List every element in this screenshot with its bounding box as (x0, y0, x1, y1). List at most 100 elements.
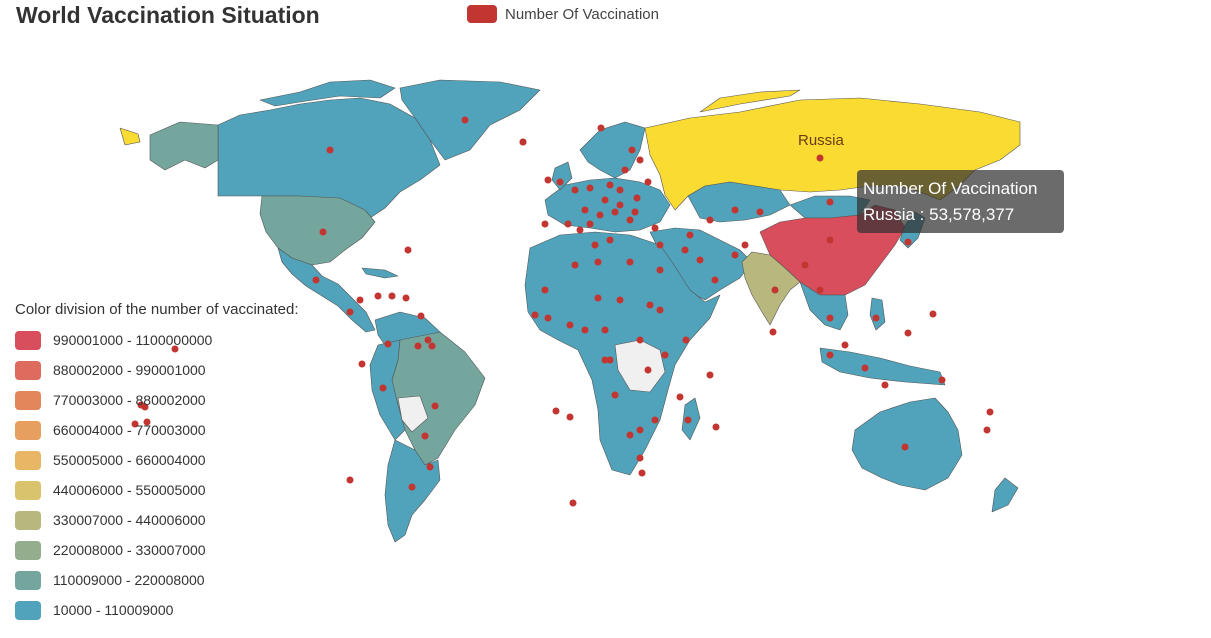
vaccination-point[interactable] (544, 314, 552, 322)
vaccination-point[interactable] (706, 216, 714, 224)
country-greenland[interactable] (399, 79, 541, 161)
vaccination-point[interactable] (983, 426, 991, 434)
vaccination-point[interactable] (571, 186, 579, 194)
vaccination-point[interactable] (606, 236, 614, 244)
vaccination-point[interactable] (421, 432, 429, 440)
vaccination-point[interactable] (626, 431, 634, 439)
vaccination-point[interactable] (706, 371, 714, 379)
vaccination-point[interactable] (901, 443, 909, 451)
vaccination-point[interactable] (872, 314, 880, 322)
vaccination-point[interactable] (601, 326, 609, 334)
vaccination-point[interactable] (616, 186, 624, 194)
vaccination-point[interactable] (861, 364, 869, 372)
country-indonesia[interactable] (819, 347, 946, 386)
vaccination-point[interactable] (638, 469, 646, 477)
vaccination-point[interactable] (611, 391, 619, 399)
country-australia[interactable] (851, 397, 963, 491)
vaccination-point[interactable] (552, 407, 560, 415)
visual-map-range[interactable]: 770003000 - 880002000 (15, 385, 298, 415)
vaccination-point[interactable] (601, 196, 609, 204)
vaccination-point[interactable] (633, 194, 641, 202)
country-new-zealand[interactable] (991, 477, 1019, 513)
vaccination-point[interactable] (611, 208, 619, 216)
vaccination-point[interactable] (402, 294, 410, 302)
vaccination-point[interactable] (656, 241, 664, 249)
vaccination-point[interactable] (756, 208, 764, 216)
country-cuba[interactable] (361, 267, 399, 279)
vaccination-point[interactable] (581, 206, 589, 214)
visual-map-range[interactable]: 550005000 - 660004000 (15, 445, 298, 475)
visual-map-range[interactable]: 220008000 - 330007000 (15, 535, 298, 565)
country-usa[interactable] (259, 195, 376, 266)
vaccination-point[interactable] (426, 463, 434, 471)
country-southeast-asia[interactable] (799, 281, 849, 331)
vaccination-point[interactable] (606, 181, 614, 189)
vaccination-point[interactable] (771, 286, 779, 294)
vaccination-point[interactable] (636, 336, 644, 344)
vaccination-point[interactable] (636, 426, 644, 434)
vaccination-point[interactable] (576, 226, 584, 234)
vaccination-point[interactable] (141, 403, 149, 411)
country-bolivia[interactable] (397, 395, 429, 433)
visual-map-range[interactable]: 880002000 - 990001000 (15, 355, 298, 385)
vaccination-point[interactable] (171, 345, 179, 353)
vaccination-point[interactable] (816, 154, 824, 162)
vaccination-point[interactable] (544, 176, 552, 184)
vaccination-point[interactable] (388, 292, 396, 300)
vaccination-point[interactable] (676, 393, 684, 401)
vaccination-point[interactable] (929, 310, 937, 318)
vaccination-point[interactable] (938, 376, 946, 384)
vaccination-point[interactable] (826, 198, 834, 206)
vaccination-point[interactable] (581, 326, 589, 334)
vaccination-point[interactable] (591, 241, 599, 249)
vaccination-point[interactable] (379, 384, 387, 392)
country-alaska[interactable] (149, 121, 219, 171)
vaccination-point[interactable] (606, 356, 614, 364)
vaccination-point[interactable] (841, 341, 849, 349)
vaccination-point[interactable] (711, 276, 719, 284)
vaccination-point[interactable] (541, 220, 549, 228)
vaccination-point[interactable] (597, 124, 605, 132)
series-legend[interactable]: Number Of Vaccination (467, 5, 659, 23)
vaccination-point[interactable] (414, 342, 422, 350)
vaccination-point[interactable] (626, 258, 634, 266)
visual-map-range[interactable]: 660004000 - 770003000 (15, 415, 298, 445)
vaccination-point[interactable] (631, 208, 639, 216)
vaccination-point[interactable] (556, 178, 564, 186)
vaccination-point[interactable] (131, 420, 139, 428)
vaccination-point[interactable] (626, 216, 634, 224)
country-dr-congo[interactable] (614, 339, 666, 393)
visual-map-range[interactable]: 110009000 - 220008000 (15, 565, 298, 595)
vaccination-point[interactable] (143, 418, 151, 426)
vaccination-point[interactable] (646, 301, 654, 309)
vaccination-point[interactable] (636, 454, 644, 462)
vaccination-point[interactable] (741, 241, 749, 249)
vaccination-point[interactable] (621, 166, 629, 174)
vaccination-point[interactable] (601, 356, 609, 364)
vaccination-point[interactable] (319, 228, 327, 236)
country-canada-islands[interactable] (259, 79, 396, 107)
visual-map-range[interactable]: 10000 - 110009000 (15, 595, 298, 625)
vaccination-point[interactable] (566, 413, 574, 421)
vaccination-point[interactable] (566, 321, 574, 329)
vaccination-point[interactable] (346, 308, 354, 316)
vaccination-point[interactable] (712, 423, 720, 431)
vaccination-point[interactable] (661, 351, 669, 359)
country-argentina-chile[interactable] (384, 439, 441, 543)
vaccination-point[interactable] (682, 336, 690, 344)
vaccination-point[interactable] (569, 499, 577, 507)
vaccination-point[interactable] (686, 231, 694, 239)
vaccination-point[interactable] (519, 138, 527, 146)
vaccination-point[interactable] (881, 381, 889, 389)
vaccination-point[interactable] (428, 342, 436, 350)
vaccination-point[interactable] (346, 476, 354, 484)
vaccination-point[interactable] (816, 286, 824, 294)
vaccination-point[interactable] (374, 292, 382, 300)
vaccination-point[interactable] (696, 256, 704, 264)
vaccination-point[interactable] (769, 328, 777, 336)
country-russia-chukotka[interactable] (119, 127, 141, 146)
vaccination-point[interactable] (656, 306, 664, 314)
vaccination-point[interactable] (531, 311, 539, 319)
vaccination-point[interactable] (986, 408, 994, 416)
vaccination-point[interactable] (651, 416, 659, 424)
